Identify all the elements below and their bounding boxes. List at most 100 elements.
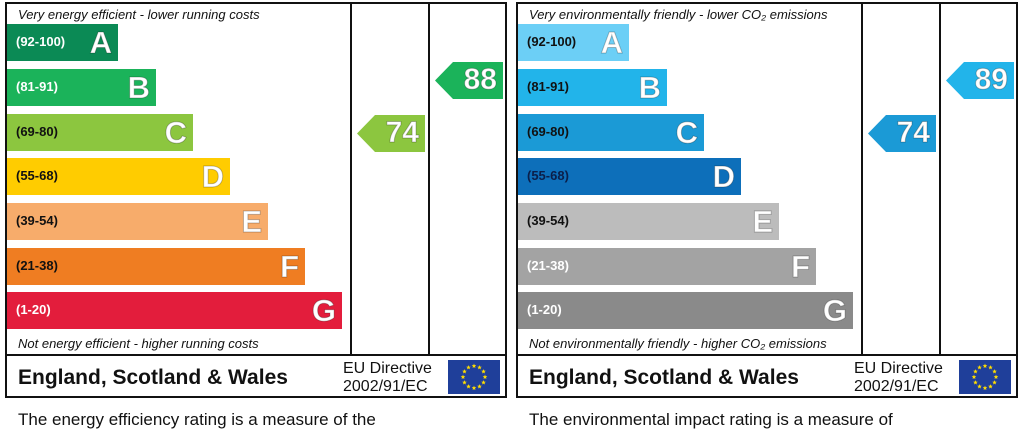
band-c: (69-80) C	[7, 114, 193, 151]
band-range: (55-68)	[16, 168, 58, 183]
band-f: (21-38) F	[518, 248, 816, 285]
potential-rating-arrow: 88	[435, 62, 503, 99]
region-label: England, Scotland & Wales	[18, 366, 288, 389]
band-range: (1-20)	[16, 302, 51, 317]
band-letter: A	[89, 25, 112, 61]
flag-star-icon	[977, 365, 982, 370]
flag-star-icon	[481, 369, 486, 374]
bottom-caption: Not environmentally friendly - higher CO…	[529, 336, 827, 351]
directive-line: EU Directive	[343, 360, 432, 377]
band-range: (92-100)	[16, 34, 66, 49]
band-range: (69-80)	[16, 124, 58, 139]
directive-line: 2002/91/EC	[343, 378, 428, 395]
flag-star-icon	[977, 384, 982, 389]
band-range: (21-38)	[16, 258, 58, 273]
flag-star-icon	[477, 384, 482, 389]
divider	[861, 2, 863, 355]
divider	[350, 2, 352, 355]
band-letter: D	[201, 159, 224, 195]
flag-star-icon	[462, 380, 467, 385]
band-letter: C	[675, 115, 698, 151]
rating-value: 74	[385, 116, 419, 150]
divider	[5, 354, 507, 356]
divider	[516, 354, 1018, 356]
band-range: (55-68)	[527, 168, 569, 183]
bottom-caption: Not energy efficient - higher running co…	[18, 336, 259, 351]
band-g: (1-20) G	[518, 292, 853, 329]
flag-star-icon	[482, 374, 488, 379]
band-e: (39-54) E	[7, 203, 268, 240]
flag-star-icon	[982, 385, 988, 390]
band-range: (1-20)	[527, 302, 562, 317]
flag-star-icon	[988, 384, 993, 389]
flag-star-icon	[973, 380, 978, 385]
band-letter: F	[791, 249, 811, 285]
chart-frame	[516, 2, 1018, 398]
band-letter: B	[638, 70, 661, 106]
current-rating-arrow: 74	[868, 115, 936, 152]
band-letter: A	[600, 25, 623, 61]
eu-directive: EU Directive 2002/91/EC	[854, 360, 943, 396]
band-letter: E	[752, 204, 774, 240]
band-range: (81-91)	[527, 79, 569, 94]
flag-star-icon	[971, 374, 977, 379]
description: The environmental impact rating is a mea…	[529, 410, 893, 429]
band-a: (92-100) A	[518, 24, 629, 61]
band-letter: C	[164, 115, 187, 151]
band-f: (21-38) F	[7, 248, 305, 285]
flag-star-icon	[460, 374, 466, 379]
flag-star-icon	[982, 363, 988, 368]
band-c: (69-80) C	[518, 114, 704, 151]
flag-star-icon	[466, 365, 471, 370]
directive-line: EU Directive	[854, 360, 943, 377]
eu-flag-icon	[448, 360, 500, 394]
band-range: (39-54)	[527, 213, 569, 228]
band-letter: F	[280, 249, 300, 285]
current-rating-arrow: 74	[357, 115, 425, 152]
band-letter: G	[822, 293, 847, 329]
band-e: (39-54) E	[518, 203, 779, 240]
band-letter: E	[241, 204, 263, 240]
band-g: (1-20) G	[7, 292, 342, 329]
flag-star-icon	[462, 369, 467, 374]
flag-star-icon	[992, 380, 997, 385]
rating-value: 89	[974, 63, 1008, 97]
band-a: (92-100) A	[7, 24, 118, 61]
flag-star-icon	[471, 385, 477, 390]
band-d: (55-68) D	[518, 158, 741, 195]
band-range: (92-100)	[527, 34, 577, 49]
band-letter: G	[311, 293, 336, 329]
rating-value: 88	[463, 63, 497, 97]
top-caption: Very environmentally friendly - lower CO…	[529, 7, 828, 22]
chart-frame	[5, 2, 507, 398]
band-range: (69-80)	[527, 124, 569, 139]
flag-star-icon	[471, 363, 477, 368]
band-range: (81-91)	[16, 79, 58, 94]
flag-star-icon	[993, 374, 999, 379]
flag-star-icon	[481, 380, 486, 385]
region-label: England, Scotland & Wales	[529, 366, 799, 389]
top-caption: Very energy efficient - lower running co…	[18, 7, 260, 22]
directive-line: 2002/91/EC	[854, 378, 939, 395]
potential-rating-arrow: 89	[946, 62, 1014, 99]
flag-star-icon	[466, 384, 471, 389]
band-letter: D	[712, 159, 735, 195]
divider	[428, 2, 430, 355]
band-letter: B	[127, 70, 150, 106]
flag-star-icon	[988, 365, 993, 370]
flag-star-icon	[477, 365, 482, 370]
band-b: (81-91) B	[518, 69, 667, 106]
flag-star-icon	[992, 369, 997, 374]
rating-value: 74	[896, 116, 930, 150]
description: The energy efficiency rating is a measur…	[18, 410, 376, 429]
flag-star-icon	[973, 369, 978, 374]
band-d: (55-68) D	[7, 158, 230, 195]
divider	[939, 2, 941, 355]
eu-flag-icon	[959, 360, 1011, 394]
environmental-impact-panel: Very environmentally friendly - lower CO…	[516, 0, 1020, 429]
band-range: (21-38)	[527, 258, 569, 273]
eu-directive: EU Directive 2002/91/EC	[343, 360, 432, 396]
energy-efficiency-panel: Very energy efficient - lower running co…	[5, 0, 509, 429]
band-range: (39-54)	[16, 213, 58, 228]
band-b: (81-91) B	[7, 69, 156, 106]
